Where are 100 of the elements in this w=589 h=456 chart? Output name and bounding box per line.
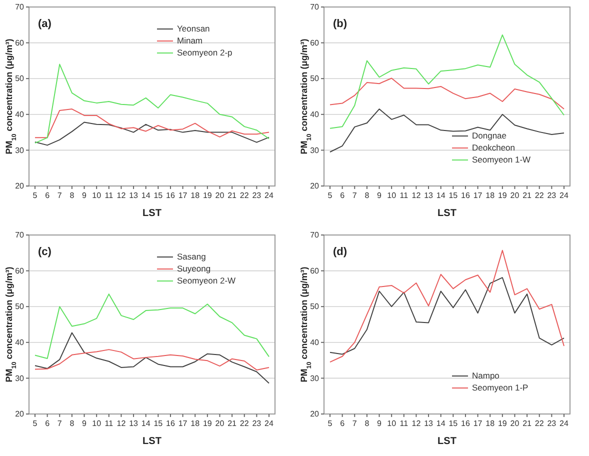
x-tick-label: 15: [154, 419, 164, 428]
x-tick-label: 13: [424, 191, 434, 200]
x-tick-label: 5: [32, 191, 38, 200]
y-tick-label: 70: [310, 230, 320, 240]
x-tick-label: 15: [154, 191, 164, 200]
line-series: [34, 294, 270, 360]
text: (b): [333, 18, 348, 30]
y-tick-label: 70: [15, 2, 25, 12]
x-tick-label: 18: [486, 419, 496, 428]
x-tick-label: 21: [228, 191, 238, 200]
x-tick-label: 11: [104, 191, 114, 200]
x-tick-label: 23: [547, 419, 557, 428]
text: (a): [38, 18, 52, 30]
legend-label: Seomyeon 2-W: [177, 276, 236, 286]
y-tick-label: 50: [15, 74, 25, 84]
text: (c): [38, 246, 52, 258]
legend-label: Suyeong: [177, 264, 211, 274]
y-tick-label: 20: [15, 410, 25, 419]
x-tick-label: 14: [141, 191, 151, 200]
x-tick-label: 12: [116, 419, 126, 428]
x-tick-label: 24: [264, 419, 274, 428]
line-series: [34, 64, 270, 144]
x-tick-label: 17: [178, 191, 188, 200]
x-tick-label: 8: [364, 191, 370, 200]
line-series: [34, 332, 270, 384]
x-tick-label: 19: [202, 419, 212, 428]
x-tick-label: 23: [252, 419, 262, 428]
x-tick-label: 15: [448, 191, 458, 200]
x-tick-label: 20: [215, 191, 225, 200]
x-tick-label: 22: [534, 419, 544, 428]
x-tick-label: 5: [328, 191, 333, 200]
x-tick-label: 10: [92, 191, 102, 200]
x-tick-label: 17: [178, 419, 188, 428]
y-tick-label: 30: [310, 146, 320, 155]
line-series: [330, 34, 564, 129]
y-tick-label: 50: [310, 302, 320, 312]
line-series: [330, 108, 564, 152]
y-tick-label: 60: [15, 266, 25, 276]
x-tick-label: 22: [240, 419, 250, 428]
y-tick-label: 30: [15, 374, 25, 383]
x-tick-label: 11: [400, 191, 409, 200]
x-tick-label: 19: [202, 191, 212, 200]
y-tick-label: 50: [310, 74, 320, 84]
x-tick-label: 18: [486, 191, 496, 200]
x-tick-label: 24: [560, 191, 569, 200]
x-tick-label: 8: [70, 191, 75, 200]
x-tick-label: 6: [45, 419, 50, 428]
x-tick-label: 13: [129, 419, 139, 428]
x-tick-label: 22: [534, 191, 544, 200]
y-tick-label: 40: [310, 110, 320, 119]
x-tick-label: 10: [387, 419, 397, 428]
y-tick-label: 60: [15, 38, 25, 48]
line-series: [330, 277, 564, 355]
y-tick-label: 60: [310, 266, 320, 276]
x-tick-label: 9: [82, 191, 88, 200]
x-tick-label: 8: [364, 419, 370, 428]
x-tick-label: 14: [436, 191, 446, 200]
x-tick-label: 17: [473, 419, 483, 428]
x-tick-label: 16: [166, 419, 176, 428]
x-tick-label: 11: [400, 419, 409, 428]
x-tick-label: 20: [510, 419, 520, 428]
y-tick-label: 70: [15, 230, 25, 240]
x-tick-label: 8: [70, 419, 75, 428]
x-tick-label: 23: [547, 191, 557, 200]
x-axis-title: LST: [438, 436, 456, 447]
x-tick-label: 6: [45, 191, 50, 200]
y-tick-label: 20: [310, 410, 320, 419]
x-tick-label: 21: [522, 191, 532, 200]
x-tick-label: 18: [190, 419, 200, 428]
x-tick-label: 16: [166, 191, 176, 200]
x-axis-title: LST: [142, 436, 162, 447]
legend-label: Yeonsan: [177, 24, 210, 34]
line-series: [34, 108, 270, 138]
x-tick-label: 9: [82, 419, 88, 428]
x-tick-label: 17: [473, 191, 483, 200]
line-series: [34, 122, 270, 146]
legend-label: Seomyeon 1-W: [472, 154, 531, 165]
legend-label: Minam: [177, 36, 203, 46]
x-axis-title: LST: [142, 208, 162, 219]
y-tick-label: 50: [15, 302, 25, 312]
y-tick-label: 70: [310, 2, 320, 12]
x-tick-label: 23: [252, 191, 262, 200]
legend-label: Seomyeon 2-p: [177, 48, 233, 58]
x-tick-label: 19: [498, 419, 508, 428]
x-tick-label: 9: [377, 419, 382, 428]
x-tick-label: 14: [141, 419, 151, 428]
x-tick-label: 12: [412, 191, 422, 200]
x-tick-label: 16: [461, 419, 470, 428]
x-tick-label: 7: [57, 191, 62, 200]
y-tick-label: 30: [310, 374, 320, 383]
legend-label: Nampo: [472, 370, 500, 381]
y-tick-label: 30: [15, 146, 25, 155]
x-tick-label: 5: [32, 419, 38, 428]
x-axis-title: LST: [438, 208, 456, 219]
x-tick-label: 11: [104, 419, 114, 428]
legend-label: Seomyeon 1-P: [472, 382, 529, 393]
y-tick-label: 20: [310, 182, 320, 191]
line-series: [330, 78, 564, 110]
y-tick-label: 40: [15, 338, 25, 347]
y-tick-label: 40: [15, 110, 25, 119]
